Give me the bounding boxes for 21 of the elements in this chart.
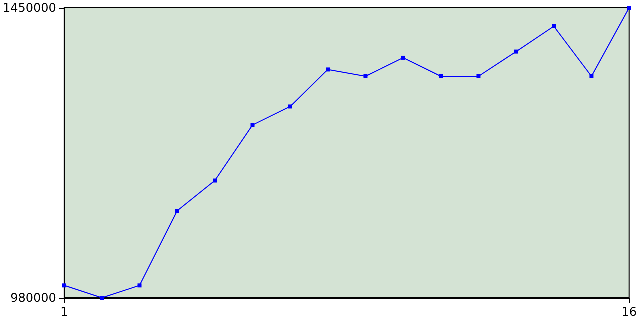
point	[138, 284, 142, 288]
point	[476, 74, 481, 78]
point	[326, 68, 330, 72]
point	[401, 56, 406, 60]
point	[288, 104, 292, 109]
point	[175, 209, 180, 213]
point	[439, 74, 444, 78]
point	[250, 123, 255, 128]
point	[213, 178, 218, 183]
point	[627, 6, 632, 10]
x-tick-label: 1	[60, 305, 68, 319]
x-tick-label: 16	[622, 305, 638, 319]
line-series	[62, 6, 632, 300]
y-tick-label: 1450000	[2, 1, 56, 15]
point	[364, 74, 368, 78]
y-tick-label: 980000	[10, 291, 56, 305]
point	[62, 284, 66, 288]
point	[100, 296, 104, 300]
point	[590, 74, 594, 78]
point	[552, 24, 556, 29]
point	[514, 50, 518, 54]
